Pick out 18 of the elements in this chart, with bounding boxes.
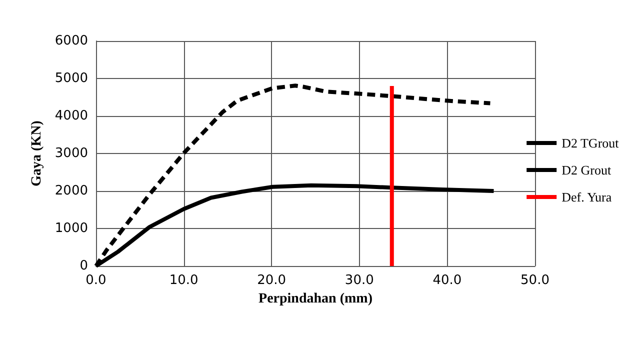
y-tick-label: 1000: [54, 221, 88, 236]
y-tick-label: 3000: [54, 146, 88, 161]
y-axis-title: Gaya (KN): [30, 120, 44, 186]
y-tick-label: 4000: [54, 108, 88, 124]
y-tick-label: 5000: [54, 71, 88, 86]
legend-label: Def. Yura: [562, 190, 612, 204]
legend-label: D2 Grout: [562, 162, 612, 178]
y-tick-label: 6000: [54, 34, 88, 48]
x-tick-label: 20.0: [257, 273, 286, 288]
x-tick-label: 30.0: [344, 273, 374, 288]
x-tick-label: 50.0: [520, 273, 550, 288]
x-tick-label: 40.0: [432, 273, 462, 288]
x-tick-label: 0.0: [86, 273, 106, 288]
legend-label: D2 TGrout: [562, 136, 620, 150]
y-tick-label: 0: [80, 258, 88, 274]
y-tick-label: 2000: [54, 184, 88, 198]
x-tick-label: 10.0: [169, 273, 198, 288]
x-axis-title: Perpindahan (mm): [258, 291, 373, 306]
